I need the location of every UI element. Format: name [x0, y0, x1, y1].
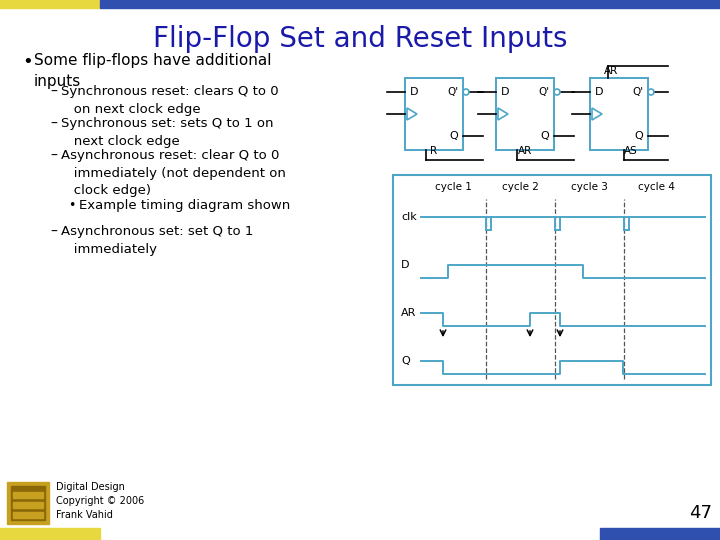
Bar [100, 0, 720, 8]
Text: Q': Q' [632, 87, 643, 97]
Text: Some flip-flops have additional
inputs: Some flip-flops have additional inputs [34, 53, 271, 89]
Text: Q: Q [449, 131, 458, 141]
Text: •: • [68, 199, 76, 212]
Bar [600, 528, 720, 540]
Bar [13, 492, 43, 498]
Bar [590, 78, 648, 150]
Text: Synchronous set: sets Q to 1 on
   next clock edge: Synchronous set: sets Q to 1 on next clo… [61, 117, 274, 147]
Text: Asynchronous reset: clear Q to 0
   immediately (not dependent on
   clock edge): Asynchronous reset: clear Q to 0 immedia… [61, 149, 286, 197]
Text: D: D [501, 87, 510, 97]
Text: cycle 4: cycle 4 [638, 182, 675, 192]
Text: –: – [50, 149, 57, 163]
Text: D: D [401, 260, 410, 270]
Text: •: • [22, 53, 32, 71]
Text: D: D [410, 87, 418, 97]
Text: cycle 3: cycle 3 [570, 182, 608, 192]
Text: Example timing diagram shown: Example timing diagram shown [79, 199, 290, 212]
Text: Q: Q [401, 356, 410, 366]
Bar [13, 502, 43, 508]
Text: AR: AR [604, 66, 618, 76]
Bar [0, 528, 100, 540]
Bar [0, 0, 100, 8]
Text: Synchronous reset: clears Q to 0
   on next clock edge: Synchronous reset: clears Q to 0 on next… [61, 85, 279, 116]
Text: AR: AR [518, 146, 532, 156]
Text: R: R [431, 146, 438, 156]
Text: D: D [595, 87, 603, 97]
Text: 47: 47 [689, 504, 712, 522]
Text: clk: clk [401, 212, 417, 222]
Text: AR: AR [401, 308, 416, 318]
Text: Q': Q' [447, 87, 458, 97]
Bar [405, 78, 463, 150]
Text: –: – [50, 225, 57, 239]
Text: cycle 1: cycle 1 [435, 182, 472, 192]
Text: AS: AS [624, 146, 638, 156]
Text: Digital Design
Copyright © 2006
Frank Vahid: Digital Design Copyright © 2006 Frank Va… [56, 482, 144, 520]
Bar [7, 482, 49, 524]
Text: cycle 2: cycle 2 [502, 182, 539, 192]
Text: Q: Q [634, 131, 643, 141]
Text: –: – [50, 117, 57, 131]
Bar [496, 78, 554, 150]
Text: Q: Q [540, 131, 549, 141]
Text: –: – [50, 85, 57, 99]
Text: Q': Q' [538, 87, 549, 97]
Text: Asynchronous set: set Q to 1
   immediately: Asynchronous set: set Q to 1 immediately [61, 225, 253, 255]
Bar [13, 512, 43, 518]
Text: Flip-Flop Set and Reset Inputs: Flip-Flop Set and Reset Inputs [153, 25, 567, 53]
Bar [393, 175, 711, 385]
Bar [11, 486, 45, 520]
